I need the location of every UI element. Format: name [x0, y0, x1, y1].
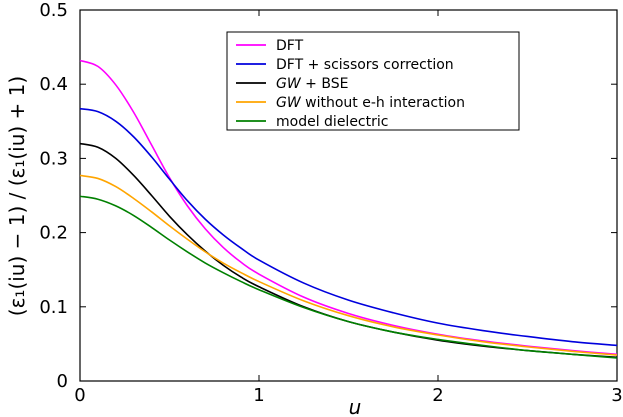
x-tick-label: 3 — [611, 385, 622, 406]
legend-box — [226, 31, 520, 131]
legend-label-gw-without-e-h-interaction: GW without e-h interaction — [276, 95, 465, 111]
y-tick-label: 0.5 — [39, 0, 68, 21]
x-axis-title: u — [349, 395, 362, 417]
plot-frame — [79, 9, 618, 382]
y-tick-label: 0 — [57, 371, 68, 392]
x-tick-label: 0 — [74, 385, 85, 406]
legend-label-gw-bse: GW + BSE — [276, 76, 348, 92]
legend-label-model-dielectric: model dielectric — [276, 114, 388, 130]
x-tick-label: 1 — [253, 385, 264, 406]
series-line-model-dielectric — [79, 195, 618, 359]
legend-label-dft-scissors-correction: DFT + scissors correction — [276, 57, 454, 73]
series-line-gw-without-e-h-interaction — [79, 174, 618, 356]
axis-ticks: 0 1 2 3 0 0.1 0.2 0.3 0.4 0.5 — [39, 0, 622, 406]
y-axis-title: (ε₁(iu) − 1) / (ε₁(iu) + 1) — [5, 76, 29, 316]
series-line-dft-scissors-correction — [79, 107, 618, 347]
y-tick-label: 0.1 — [39, 297, 68, 318]
y-tick-label: 0.4 — [39, 74, 68, 95]
legend: DFT DFT + scissors correction GW + BSE GW w… — [226, 31, 520, 131]
y-tick-label: 0.2 — [39, 223, 68, 244]
series-layer — [79, 59, 618, 359]
x-tick-label: 2 — [432, 385, 443, 406]
series-line-gw-bse — [79, 142, 618, 359]
y-tick-label: 0.3 — [39, 148, 68, 169]
legend-label-dft: DFT — [276, 38, 304, 54]
